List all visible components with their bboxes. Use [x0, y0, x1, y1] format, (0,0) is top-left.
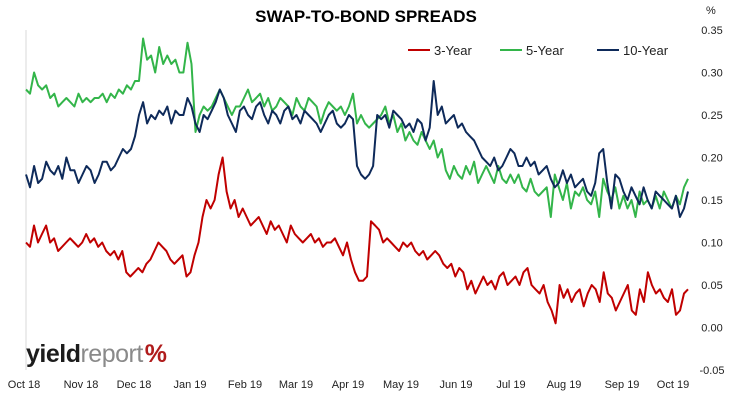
chart-title: SWAP-TO-BOND SPREADS — [255, 7, 477, 26]
y-axis-ticks: 0.35 0.30 0.25 0.20 0.15 0.10 0.05 0.00 -0.05 — [699, 25, 724, 377]
y-tick-label: 0.35 — [701, 25, 722, 37]
legend-label-10-year: 10-Year — [623, 43, 669, 58]
legend-label-3-year: 3-Year — [434, 43, 472, 58]
x-tick-label: Aug 19 — [547, 379, 582, 391]
y-tick-label: 0.15 — [701, 195, 722, 207]
x-tick-label: Jun 19 — [439, 379, 472, 391]
y-tick-label: 0.05 — [701, 280, 722, 292]
y-tick-label: 0.00 — [701, 323, 722, 335]
x-tick-label: Jul 19 — [496, 379, 525, 391]
legend-label-5-year: 5-Year — [526, 43, 564, 58]
x-tick-label: Oct 19 — [657, 379, 689, 391]
logo-percent-symbol: % — [144, 340, 167, 368]
x-tick-label: Apr 19 — [332, 379, 364, 391]
series-line-3-year — [25, 156, 689, 325]
y-tick-label: 0.20 — [701, 153, 722, 165]
logo-yield: yield — [26, 340, 81, 368]
y-tick-label: 0.30 — [701, 68, 722, 80]
series-lines — [25, 37, 689, 325]
legend: 3-Year 5-Year 10-Year — [408, 43, 669, 58]
y-tick-label: 0.25 — [701, 110, 722, 122]
y-tick-label: -0.05 — [699, 365, 724, 377]
y-axis-unit: % — [706, 5, 716, 17]
x-tick-label: Feb 19 — [228, 379, 262, 391]
x-tick-label: Mar 19 — [279, 379, 313, 391]
x-tick-label: Oct 18 — [8, 379, 40, 391]
y-tick-label: 0.10 — [701, 238, 722, 250]
x-axis-ticks: Oct 18 Nov 18 Dec 18 Jan 19 Feb 19 Mar 19 Apr … — [8, 379, 689, 391]
x-tick-label: May 19 — [383, 379, 419, 391]
x-tick-label: Nov 18 — [64, 379, 99, 391]
series-line-10-year — [25, 80, 689, 218]
x-tick-label: Sep 19 — [605, 379, 640, 391]
series-line-5-year — [25, 37, 689, 218]
yieldreport-logo: yieldreport% — [26, 340, 167, 369]
x-tick-label: Dec 18 — [117, 379, 152, 391]
logo-report: report — [80, 340, 143, 368]
x-tick-label: Jan 19 — [173, 379, 206, 391]
